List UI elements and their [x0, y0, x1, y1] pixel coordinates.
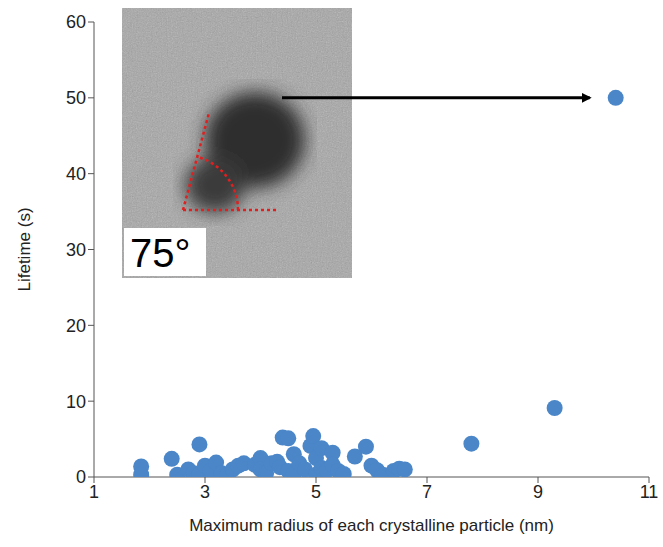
- svg-text:1: 1: [89, 482, 99, 502]
- svg-text:75°: 75°: [130, 231, 191, 275]
- svg-text:Maximum radius of each crystal: Maximum radius of each crystalline parti…: [189, 516, 554, 535]
- svg-text:10: 10: [66, 392, 86, 412]
- svg-text:60: 60: [66, 12, 86, 32]
- svg-text:11: 11: [640, 482, 659, 502]
- svg-text:0: 0: [76, 467, 86, 487]
- svg-text:7: 7: [422, 482, 432, 502]
- svg-text:9: 9: [533, 482, 543, 502]
- svg-text:20: 20: [66, 316, 86, 336]
- svg-text:50: 50: [66, 88, 86, 108]
- svg-text:3: 3: [200, 482, 210, 502]
- svg-text:40: 40: [66, 164, 86, 184]
- svg-text:30: 30: [66, 240, 86, 260]
- svg-text:5: 5: [311, 482, 321, 502]
- svg-text:Lifetime (s): Lifetime (s): [15, 207, 34, 291]
